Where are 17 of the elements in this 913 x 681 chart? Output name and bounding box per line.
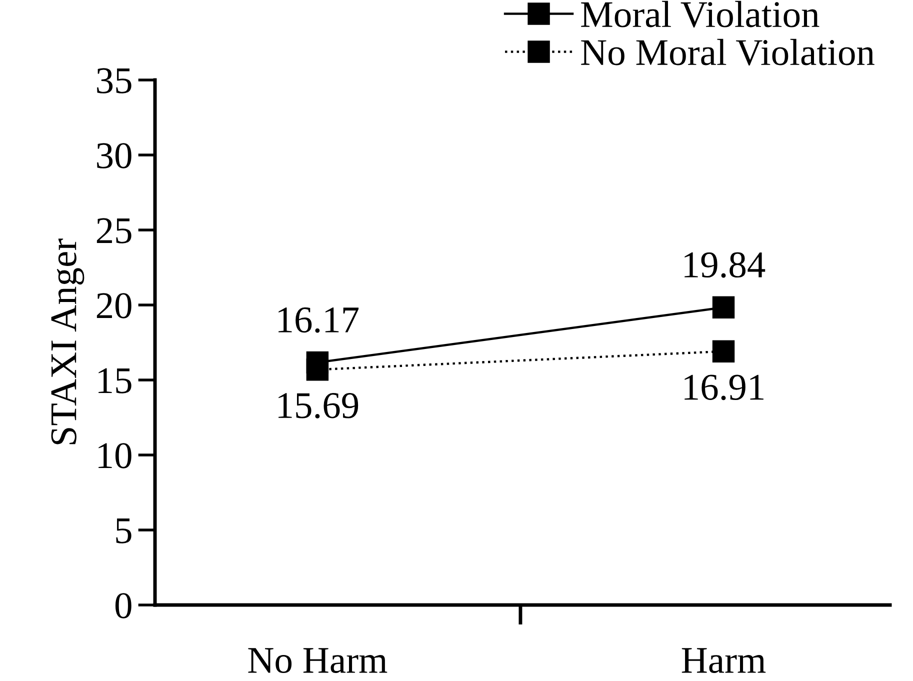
y-tick-label: 20 bbox=[96, 293, 132, 318]
y-tick-label: 25 bbox=[96, 218, 132, 244]
y-tick-label: 35 bbox=[97, 68, 132, 94]
data-label: 16.17 bbox=[278, 307, 359, 333]
x-tick-label: No Harm bbox=[248, 648, 388, 674]
x-tick-label: Harm bbox=[682, 648, 766, 674]
legend-label: No Moral Violation bbox=[581, 38, 874, 66]
y-tick-label: 30 bbox=[97, 143, 132, 168]
y-tick-label: 15 bbox=[98, 368, 132, 394]
y-tick-label: 10 bbox=[98, 443, 132, 468]
y-axis-title: STAXI Anger bbox=[51, 238, 84, 444]
data-label: 15.69 bbox=[278, 393, 358, 418]
legend-label: Moral Violation bbox=[581, 0, 820, 28]
y-tick-label: 5 bbox=[116, 518, 132, 544]
data-label: 19.84 bbox=[684, 252, 766, 278]
y-tick-label: 0 bbox=[115, 593, 132, 618]
data-label: 16.91 bbox=[684, 374, 764, 400]
